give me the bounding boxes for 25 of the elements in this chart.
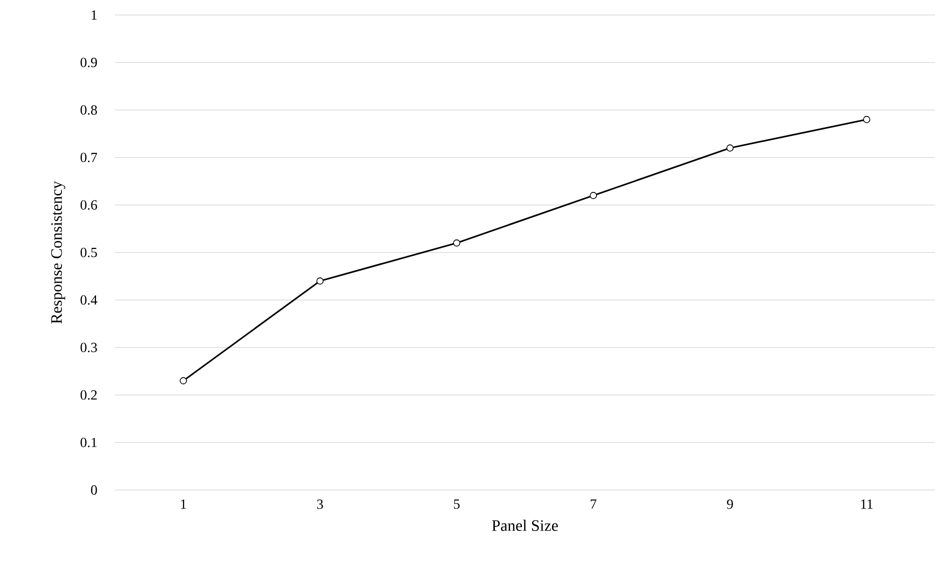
y-tick-label: 0.3	[80, 342, 97, 352]
x-tick-label: 9	[726, 500, 733, 509]
point	[726, 144, 734, 152]
y-tick-label: 0.7	[80, 152, 98, 162]
y-tick-label: 0	[91, 485, 97, 495]
x-tick-label: 3	[317, 500, 323, 509]
point	[863, 116, 870, 124]
point	[590, 192, 597, 200]
x-tick-label: 1	[181, 500, 186, 509]
y-tick-label: 0.6	[80, 200, 98, 210]
x-axis-title: Panel Size	[492, 520, 558, 531]
y-tick-label: 0.4	[80, 295, 98, 305]
y-tick-label: 0.9	[80, 58, 97, 68]
y-tick-label: 0.1	[80, 438, 97, 448]
point	[180, 377, 187, 384]
y-tick-label: 1	[92, 10, 97, 20]
x-tick-label: 5	[454, 500, 460, 509]
y-axis-title: Response Consistency	[51, 181, 66, 324]
y-tick-label: 0.8	[80, 105, 97, 115]
point	[453, 239, 460, 247]
x-tick-label: 7	[590, 500, 596, 509]
y-tick-label: 0.5	[80, 248, 97, 258]
y-tick-label: 0.2	[80, 390, 97, 400]
point	[316, 277, 324, 285]
x-tick-label: 11	[861, 500, 873, 509]
